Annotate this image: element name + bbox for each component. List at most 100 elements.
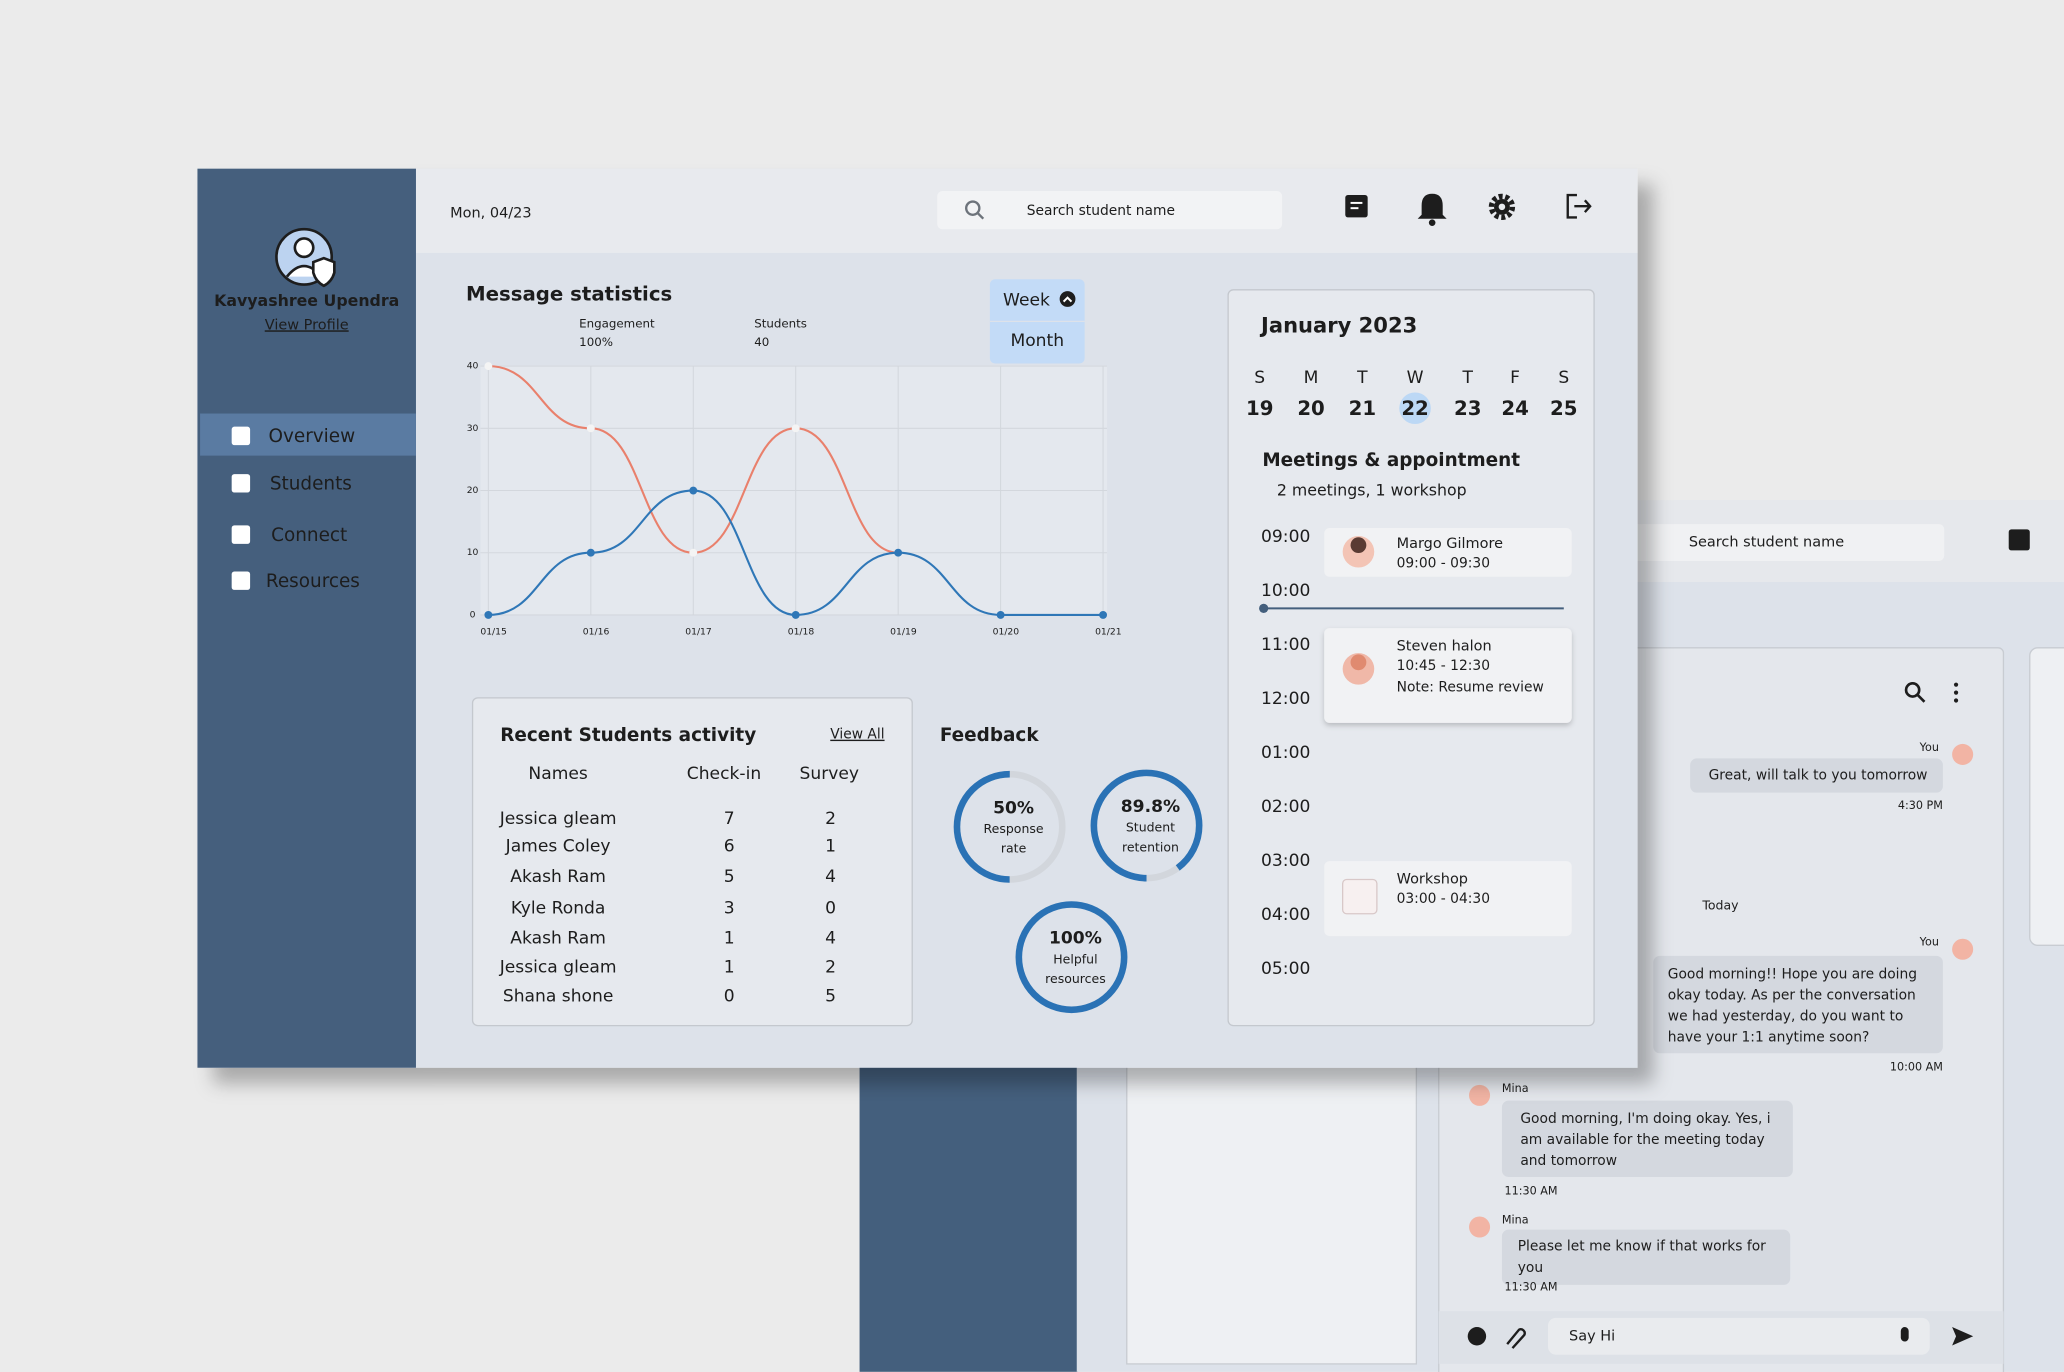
ring-progress <box>953 770 1066 883</box>
range-month[interactable]: Month <box>1010 331 1064 351</box>
event-card[interactable] <box>1324 628 1572 723</box>
sender-avatar <box>1952 938 1974 960</box>
data-point <box>791 424 800 433</box>
column-header: Survey <box>800 764 860 784</box>
event-card[interactable] <box>1324 861 1572 937</box>
icon-part <box>977 212 985 220</box>
day[interactable]: 23 <box>1454 397 1481 420</box>
time-slot: 04:00 <box>1261 905 1310 925</box>
nav-item[interactable]: Resources <box>266 571 360 592</box>
message-bubble <box>1653 955 1943 1054</box>
icon-part <box>1953 698 1959 703</box>
ring-caption: resources <box>1045 971 1106 986</box>
table-cell: 5 <box>724 867 735 887</box>
column-header: Names <box>528 764 587 784</box>
time-slot: 09:00 <box>1261 527 1310 547</box>
nav-icon[interactable] <box>231 525 251 544</box>
event-avatar-hair <box>1350 537 1367 554</box>
back-side-panel <box>2029 647 2064 946</box>
icon-part <box>1953 682 1959 687</box>
day[interactable]: 21 <box>1349 397 1376 420</box>
icon-part <box>293 237 315 259</box>
table-cell: 4 <box>825 929 836 949</box>
data-point <box>791 610 800 619</box>
view-all[interactable]: View All <box>830 727 884 743</box>
mic-button[interactable] <box>1900 1327 1909 1342</box>
y-tick-label: 40 <box>467 361 479 372</box>
event-time: 10:45 - 12:30 <box>1397 658 1490 674</box>
message-bubble <box>1501 1100 1793 1177</box>
table-cell: Jessica gleam <box>499 958 617 978</box>
column-header: Check-in <box>687 764 761 784</box>
icon-part <box>1488 193 1516 221</box>
sender-name: You <box>1919 741 1939 754</box>
day[interactable]: 19 <box>1246 397 1273 420</box>
x-tick-label: 01/18 <box>788 627 815 638</box>
x-tick-label: 01/21 <box>1095 627 1122 638</box>
nav-item[interactable]: Connect <box>271 525 347 546</box>
chat-search-icon[interactable] <box>1904 682 1926 703</box>
event-name: Margo Gilmore <box>1397 536 1504 552</box>
ring-caption: Student <box>1126 820 1175 835</box>
legend-value: 40 <box>754 335 769 349</box>
table-cell: Akash Ram <box>510 929 606 949</box>
icon-part <box>1498 203 1506 211</box>
emoji-button[interactable] <box>1467 1327 1487 1346</box>
legend-value: 100% <box>579 335 613 349</box>
logout-icon[interactable] <box>1566 193 1592 219</box>
settings-icon[interactable] <box>1488 193 1516 221</box>
search-placeholder: Search student name <box>1027 203 1175 219</box>
avatar[interactable] <box>275 227 336 288</box>
nav-item[interactable]: Students <box>270 474 352 495</box>
time-slot: 10:00 <box>1261 581 1310 601</box>
weekday: S <box>1254 368 1265 388</box>
table-cell: 7 <box>724 809 735 829</box>
day[interactable]: 25 <box>1550 397 1577 420</box>
notes-icon[interactable] <box>1345 195 1368 218</box>
ring-progress <box>1015 901 1128 1014</box>
event-name: Workshop <box>1397 872 1468 888</box>
time-slot: 01:00 <box>1261 743 1310 763</box>
nav-icon[interactable] <box>231 474 251 493</box>
sender-name: Mina <box>1502 1082 1529 1095</box>
message-line: Good morning!! Hope you are doing <box>1668 966 1917 982</box>
chat-input[interactable] <box>1548 1317 1930 1355</box>
back-search[interactable] <box>1621 524 1945 561</box>
legend-name: Engagement <box>579 317 655 331</box>
week-chevron-arrow <box>1062 296 1073 303</box>
message-time: 11:30 AM <box>1505 1281 1558 1294</box>
attach-button[interactable] <box>1506 1328 1526 1349</box>
schedule-summary: 2 meetings, 1 workshop <box>1277 481 1467 500</box>
search-box[interactable] <box>937 191 1283 230</box>
activity-title: Recent Students activity <box>500 725 756 746</box>
data-point <box>1099 610 1108 619</box>
profile-name: Kavyashree Upendra <box>214 291 399 310</box>
chat-input-placeholder: Say Hi <box>1569 1328 1615 1344</box>
nav-icon[interactable] <box>231 426 251 446</box>
bell-icon[interactable] <box>1417 193 1447 226</box>
ring-label: 89.8% <box>1121 797 1180 817</box>
y-tick-label: 10 <box>467 547 479 558</box>
message-line: and tomorrow <box>1520 1153 1617 1169</box>
back-notes-icon[interactable] <box>2008 529 2030 551</box>
nav-item[interactable]: Overview <box>269 426 356 447</box>
weekday: M <box>1304 368 1319 388</box>
send-button[interactable] <box>1952 1327 1974 1346</box>
y-tick-label: 30 <box>467 423 479 434</box>
message-line: we had yesterday, do you want to <box>1668 1008 1904 1024</box>
message-line: have your 1:1 anytime soon? <box>1668 1029 1870 1045</box>
day[interactable]: 20 <box>1297 397 1324 420</box>
sender-avatar <box>1952 743 1974 765</box>
nav-icon[interactable] <box>231 571 251 590</box>
range-week[interactable]: Week <box>1003 290 1050 310</box>
profile-link[interactable]: View Profile <box>265 317 349 333</box>
event-icon <box>1341 878 1378 915</box>
event-card[interactable] <box>1324 528 1572 577</box>
data-point <box>484 610 493 619</box>
message-time: 4:30 PM <box>1898 799 1943 812</box>
day[interactable]: 24 <box>1501 397 1528 420</box>
day[interactable]: 22 <box>1401 397 1428 420</box>
chat-menu-icon[interactable] <box>1953 682 1959 703</box>
